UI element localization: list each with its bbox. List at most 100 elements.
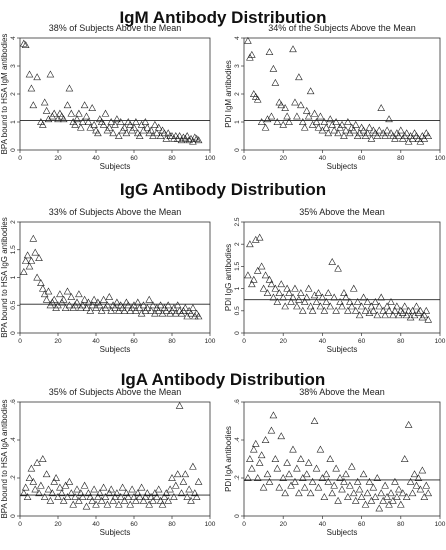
- data-point: [253, 95, 262, 103]
- data-point: [404, 420, 413, 428]
- data-point: [326, 302, 335, 310]
- x-axis-label: Subjects: [100, 345, 131, 354]
- chart-panel-6: 38% Above the Mean 0 20 40 60 80 100 0 .2 .4 .6 Sub…: [224, 387, 446, 537]
- data-point: [149, 496, 157, 504]
- data-point: [275, 289, 284, 296]
- data-point: [300, 123, 309, 131]
- x-tick-label: 100: [205, 521, 216, 528]
- data-point: [246, 240, 254, 248]
- data-point: [166, 485, 174, 493]
- data-point: [84, 489, 93, 497]
- data-point: [328, 258, 337, 265]
- x-tick-label: 80: [397, 155, 405, 162]
- data-point: [139, 496, 148, 504]
- y-tick-label: 0: [10, 331, 17, 335]
- data-point: [357, 493, 366, 500]
- data-point: [31, 248, 40, 256]
- data-point: [99, 295, 108, 303]
- data-point: [316, 445, 325, 453]
- data-point: [113, 489, 121, 497]
- y-tick-label: 1: [10, 120, 17, 124]
- data-point: [287, 298, 295, 305]
- data-point: [194, 312, 203, 320]
- data-point: [168, 474, 176, 481]
- data-point: [261, 436, 270, 443]
- data-point: [285, 118, 293, 125]
- data-point: [111, 304, 119, 311]
- y-tick-label: .6: [234, 399, 241, 405]
- data-point: [371, 298, 380, 305]
- data-point: [183, 132, 192, 139]
- data-point: [65, 477, 74, 485]
- data-point: [344, 306, 352, 314]
- data-point: [304, 458, 313, 466]
- data-point: [298, 474, 307, 481]
- data-point: [283, 112, 291, 120]
- y-tick-label: 2: [234, 92, 241, 96]
- x-tick-label: 0: [18, 521, 22, 528]
- data-point: [281, 489, 289, 497]
- data-point: [330, 481, 338, 489]
- y-tick-label: 4: [10, 36, 17, 40]
- y-tick-label: 1: [234, 286, 241, 290]
- data-point: [181, 470, 190, 478]
- data-point: [42, 295, 51, 303]
- data-point: [88, 104, 97, 111]
- data-point: [50, 109, 59, 117]
- data-point: [257, 118, 266, 125]
- x-tick-label: 40: [92, 521, 100, 528]
- data-point: [324, 129, 333, 137]
- data-point: [82, 502, 91, 510]
- data-point: [185, 485, 193, 493]
- data-point: [61, 481, 70, 489]
- data-point: [154, 306, 163, 314]
- data-point: [57, 489, 66, 497]
- data-point: [109, 496, 117, 504]
- x-tick-label: 40: [92, 338, 100, 345]
- data-point: [80, 481, 89, 489]
- data-point: [56, 290, 64, 298]
- x-tick-label: 80: [397, 521, 405, 528]
- data-point: [71, 493, 79, 500]
- data-point: [133, 298, 142, 306]
- data-point: [302, 293, 311, 301]
- data-point: [73, 115, 81, 123]
- data-point: [132, 118, 140, 125]
- data-point: [297, 455, 305, 462]
- x-tick-label: 20: [54, 155, 62, 162]
- data-point: [381, 132, 389, 139]
- data-point: [355, 311, 364, 319]
- data-point: [105, 293, 114, 300]
- y-tick-label: 0: [10, 514, 17, 518]
- data-point: [302, 106, 311, 114]
- chart-title: 38% of Subjects Above the Mean: [49, 23, 182, 33]
- data-point: [105, 489, 114, 497]
- data-point: [259, 284, 268, 292]
- data-point: [19, 268, 28, 275]
- data-point: [173, 470, 182, 478]
- data-point: [349, 284, 358, 292]
- data-point: [67, 489, 76, 497]
- data-point: [291, 284, 299, 292]
- data-point: [137, 483, 146, 491]
- data-point: [285, 289, 293, 296]
- data-point: [324, 289, 333, 296]
- data-point: [189, 462, 197, 470]
- data-point: [347, 302, 356, 310]
- data-point: [349, 489, 358, 497]
- data-point: [80, 295, 89, 303]
- data-point: [314, 483, 323, 491]
- data-point: [396, 500, 405, 508]
- data-point: [379, 496, 387, 504]
- data-point: [261, 123, 270, 131]
- data-point: [359, 126, 368, 134]
- data-point: [44, 485, 53, 493]
- data-point: [318, 474, 327, 481]
- x-tick-label: 40: [319, 155, 327, 162]
- data-point: [375, 504, 384, 512]
- data-point: [65, 84, 74, 92]
- x-tick-label: 60: [130, 521, 138, 528]
- x-tick-label: 80: [168, 155, 176, 162]
- data-point: [75, 290, 83, 298]
